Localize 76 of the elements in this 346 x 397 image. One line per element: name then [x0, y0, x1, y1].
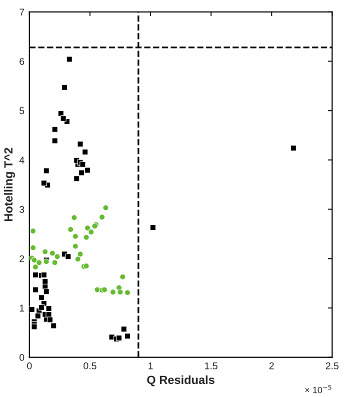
point	[34, 312, 41, 319]
point	[77, 251, 84, 258]
point	[46, 305, 52, 312]
y-tick-label: 2	[20, 255, 24, 262]
point	[52, 126, 58, 132]
point	[32, 264, 39, 270]
point	[43, 288, 50, 295]
point	[40, 180, 47, 186]
y-tick-label: 4	[19, 156, 24, 164]
point	[42, 278, 48, 284]
point	[290, 145, 296, 152]
y-tick-label: 3	[20, 206, 24, 213]
point	[78, 170, 85, 176]
point	[54, 254, 60, 260]
point	[61, 84, 68, 90]
x-tick-label: 0	[27, 362, 32, 370]
point	[99, 214, 106, 220]
point	[150, 224, 156, 231]
point	[88, 228, 94, 236]
point	[71, 214, 78, 221]
y-tick-label: 1	[20, 304, 24, 312]
y-tick-label: 5	[20, 107, 24, 114]
text: × 10$^{−5}$	[305, 385, 332, 394]
x-axis-title: Q Residuals	[147, 375, 214, 386]
point	[117, 289, 124, 296]
point	[36, 260, 42, 266]
point	[30, 244, 36, 251]
point	[50, 322, 57, 329]
x-tick-label: 2.5	[326, 362, 339, 370]
point	[83, 262, 90, 270]
y-tick-label: 0	[20, 354, 24, 361]
point	[65, 254, 72, 260]
x-tick-label: 1.5	[205, 362, 218, 370]
y-tick-label: 6	[20, 58, 24, 65]
point	[31, 257, 38, 264]
point	[49, 250, 56, 256]
y-axis-title: Hotelling T^2	[4, 148, 15, 222]
point	[40, 272, 47, 278]
x-tick-label: 2	[269, 362, 274, 370]
point	[38, 294, 45, 301]
point	[46, 311, 52, 318]
point	[46, 316, 54, 323]
point	[30, 228, 36, 234]
point	[77, 141, 84, 148]
point	[38, 304, 45, 311]
x-tick-label: 0.5	[84, 362, 96, 370]
point	[74, 176, 80, 182]
point	[124, 290, 131, 296]
point	[52, 260, 58, 266]
point	[101, 286, 108, 293]
point	[72, 233, 78, 240]
point	[120, 274, 126, 280]
point	[66, 56, 72, 62]
point	[29, 306, 35, 312]
point	[43, 168, 50, 174]
point	[32, 286, 39, 293]
point	[31, 324, 38, 330]
point	[120, 326, 127, 332]
point	[80, 161, 86, 168]
point	[110, 289, 116, 296]
point	[83, 234, 90, 240]
point	[116, 335, 122, 342]
point	[124, 333, 131, 340]
point	[52, 138, 58, 144]
x-tick-label: 1	[148, 362, 153, 370]
point	[82, 148, 88, 156]
y-tick-label: 7	[20, 8, 24, 16]
point	[84, 167, 91, 174]
point	[72, 243, 78, 250]
point	[84, 224, 91, 232]
point	[68, 226, 74, 233]
point	[60, 115, 66, 122]
point	[74, 256, 81, 262]
point	[42, 248, 48, 255]
point	[102, 204, 109, 211]
point	[32, 272, 39, 278]
